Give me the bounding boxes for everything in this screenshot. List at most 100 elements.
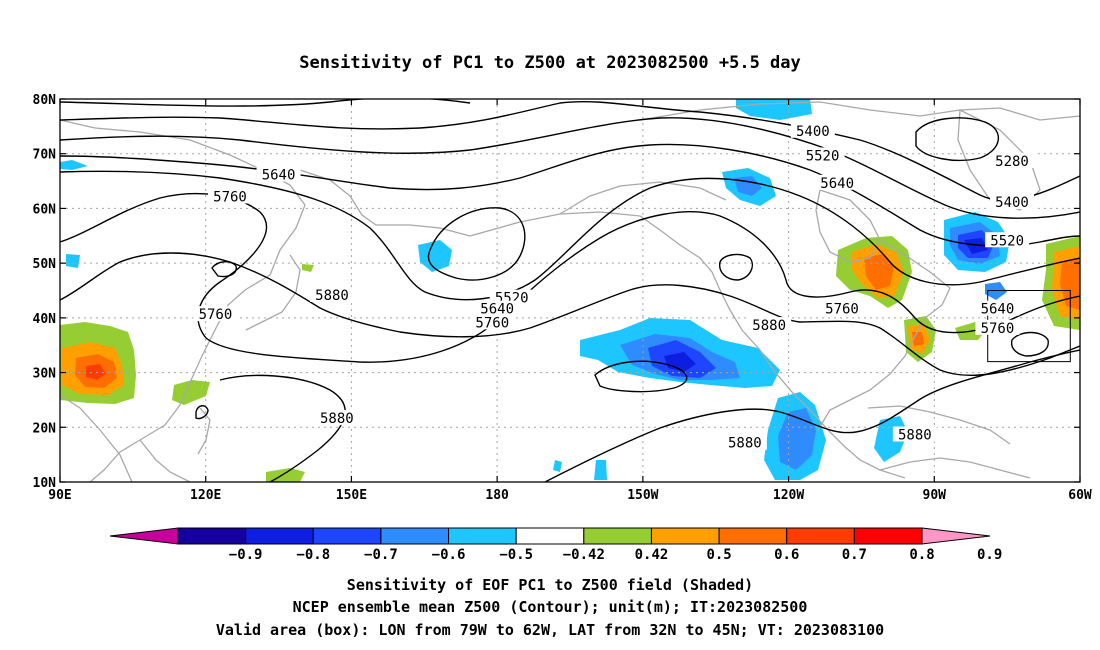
contour-label-bg xyxy=(975,319,1020,335)
contour-label-bg xyxy=(820,300,864,316)
contour-label-bg xyxy=(310,286,354,302)
contour-label: 5520 xyxy=(990,233,1024,249)
colorbar-label: −0.6 xyxy=(432,547,466,563)
coast-japan xyxy=(245,254,301,331)
contour-label-bg xyxy=(475,300,520,316)
contour-5880-east-pacific xyxy=(544,349,1080,482)
map-plot-area xyxy=(60,99,1080,482)
contour-label: 5760 xyxy=(825,302,859,318)
shade-negative-kamchatka xyxy=(60,160,88,170)
coast-siberia-east xyxy=(299,169,471,237)
contour-closed-high-atlantic xyxy=(1010,331,1049,357)
contour-label: 5880 xyxy=(315,288,349,304)
shade-negative-hawaii xyxy=(594,460,607,480)
shade-negative-newfoundland xyxy=(985,282,1007,300)
contour-closed-high-pacific xyxy=(594,360,688,393)
shade-negative-mexico-core xyxy=(778,408,816,470)
map-content: 5400552056405280540055205640576057605880… xyxy=(60,99,1080,482)
colorbar-swatch xyxy=(650,527,720,545)
coast-bering xyxy=(469,211,906,479)
shade-negative-labrador-max xyxy=(964,238,988,254)
contour-label-bg xyxy=(975,300,1020,316)
map-frame xyxy=(59,98,1081,483)
colorbar-label: −0.7 xyxy=(364,547,398,563)
colorbar-swatch xyxy=(515,527,585,545)
contour-arctic-1 xyxy=(60,99,471,107)
lon-tick-label: 90W xyxy=(923,488,947,503)
lon-tick-label: 180 xyxy=(485,488,509,503)
contour-label-bg xyxy=(722,434,767,450)
contour-closed-low-greenland xyxy=(915,117,1000,161)
colorbar: −0.9 −0.8 −0.7 −0.6 −0.5 −0.42 0.42 0.5 0.6 0.7 0.… xyxy=(109,527,1002,563)
colorbar-swatch xyxy=(718,527,788,545)
contour-label: 5640 xyxy=(820,176,854,192)
contour-label-bg xyxy=(892,426,937,442)
contour-label: 5880 xyxy=(752,318,786,334)
colorbar-swatch xyxy=(380,527,450,545)
figure-title: Sensitivity of PC1 to Z500 at 2023082500… xyxy=(299,53,801,73)
contour-label: 5640 xyxy=(981,302,1015,318)
colorbar-max-arrow xyxy=(921,527,991,545)
contour-label-bg xyxy=(747,317,792,333)
colorbar-label: 0.42 xyxy=(635,547,669,563)
caption-line-1: Sensitivity of EOF PC1 to Z500 field (Sh… xyxy=(347,576,753,594)
lon-tick-label: 150E xyxy=(336,488,367,503)
colorbar-label: −0.42 xyxy=(563,547,605,563)
shade-positive-taiwan xyxy=(172,380,210,405)
contour-label: 5400 xyxy=(995,195,1029,211)
shade-positive-south-asia-max xyxy=(86,364,106,380)
colorbar-swatch xyxy=(583,527,652,545)
longitude-axis: 90E 120E 150E 180 150W 120W 90W 60W xyxy=(48,99,1092,503)
colorbar-swatch xyxy=(312,527,382,545)
contour-5520 xyxy=(60,143,1080,247)
contour-5640 xyxy=(60,170,1080,301)
contour-label-bg xyxy=(990,193,1034,209)
colorbar-label: −0.9 xyxy=(229,547,263,563)
colorbar-swatch xyxy=(448,527,517,545)
lat-tick-label: 40N xyxy=(33,312,57,327)
z500-contours xyxy=(60,99,1080,482)
contour-label-bg xyxy=(790,122,835,138)
colorbar-label: −0.5 xyxy=(499,547,533,563)
contour-label: 5640 xyxy=(480,302,514,318)
contour-closed-high-canada xyxy=(719,253,754,281)
contour-label-bg xyxy=(990,152,1034,168)
coast-greenland xyxy=(957,108,1041,211)
contour-label: 5520 xyxy=(806,148,840,164)
lon-tick-label: 120E xyxy=(190,488,221,503)
colorbar-label: 0.5 xyxy=(706,547,731,563)
contour-labels: 5400552056405280540055205640576057605880… xyxy=(193,122,1034,452)
colorbar-label: 0.8 xyxy=(909,547,934,563)
contour-label-bg xyxy=(815,174,860,190)
sensitivity-shading xyxy=(60,99,1080,482)
shade-positive-kuril xyxy=(302,264,314,272)
contour-label-bg xyxy=(193,306,238,322)
contour-label: 5880 xyxy=(898,427,932,443)
contour-label: 5760 xyxy=(199,307,233,323)
contour-arctic-2 xyxy=(60,100,1080,201)
contour-closed-small-ocean xyxy=(195,405,209,420)
colorbar-label: 0.6 xyxy=(774,547,799,563)
lat-tick-label: 80N xyxy=(33,93,57,108)
contour-label-bg xyxy=(314,410,359,426)
colorbar-swatch xyxy=(177,527,247,545)
contour-closed-low-aleutian xyxy=(427,207,526,281)
coast-south-america xyxy=(879,457,1031,479)
lat-tick-label: 20N xyxy=(33,421,57,436)
shade-negative-aleutian xyxy=(418,240,452,272)
contour-label: 5760 xyxy=(475,315,509,331)
colorbar-swatch xyxy=(853,527,923,545)
shade-negative-pacific-max xyxy=(664,352,696,372)
contour-label: 5760 xyxy=(981,321,1015,337)
contour-label: 5880 xyxy=(320,411,354,427)
contour-label-bg xyxy=(208,188,252,204)
lon-tick-label: 60W xyxy=(1068,488,1092,503)
coast-hudson xyxy=(815,189,881,263)
colorbar-swatch xyxy=(245,527,314,545)
contour-label: 5640 xyxy=(262,168,296,184)
coast-alaska xyxy=(559,181,727,215)
contour-closed-high-asia xyxy=(211,261,237,278)
contour-label: 5280 xyxy=(995,154,1029,170)
coast-east-america xyxy=(817,239,951,431)
